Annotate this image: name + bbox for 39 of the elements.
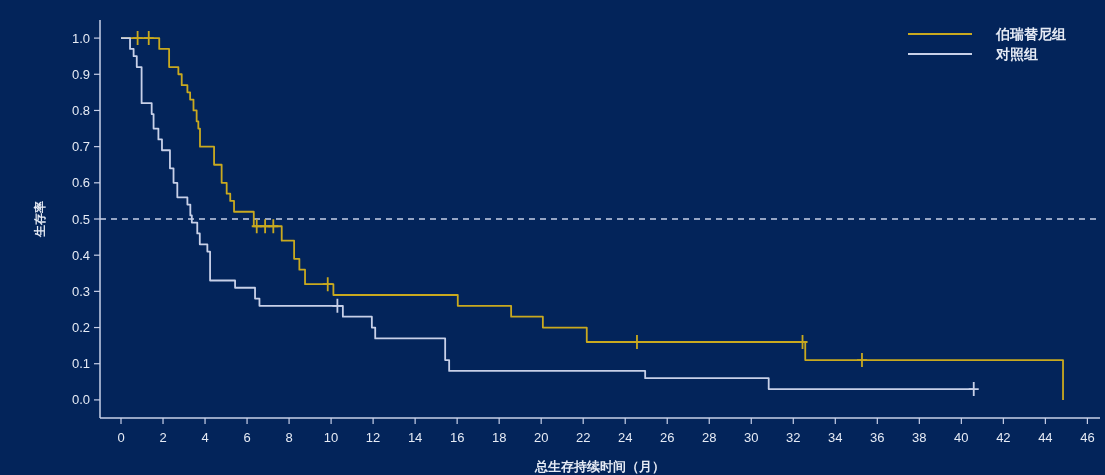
- x-tick-label: 44: [1038, 430, 1053, 445]
- x-tick-label: 14: [407, 430, 423, 445]
- x-tick-label: 6: [243, 430, 251, 445]
- y-tick-label: 0.7: [71, 139, 90, 155]
- x-tick-label: 20: [533, 430, 549, 445]
- y-tick-label: 0.9: [71, 66, 90, 82]
- x-tick-label: 2: [159, 430, 167, 445]
- x-tick-label: 42: [996, 430, 1011, 445]
- x-tick-label: 24: [617, 430, 633, 445]
- legend-label: 对照组: [995, 46, 1038, 62]
- x-tick-label: 40: [954, 430, 969, 445]
- x-tick-label: 36: [870, 430, 885, 445]
- x-tick-label: 12: [365, 430, 381, 445]
- x-tick-label: 26: [659, 430, 675, 445]
- y-tick-label: 0.2: [71, 320, 90, 336]
- x-tick-label: 22: [575, 430, 591, 445]
- y-tick-label: 0.4: [71, 247, 90, 263]
- x-tick-label: 8: [285, 430, 293, 445]
- y-tick-label: 0.3: [71, 283, 90, 299]
- x-tick-label: 38: [912, 430, 927, 445]
- x-tick-label: 34: [828, 430, 843, 445]
- y-tick-label: 0.8: [71, 102, 90, 118]
- x-tick-label: 10: [323, 430, 339, 445]
- y-tick-label: 0.6: [71, 175, 90, 191]
- x-tick-label: 28: [702, 430, 717, 445]
- x-axis-title: 总生存持续时间（月）: [534, 459, 665, 474]
- x-tick-label: 18: [491, 430, 507, 445]
- y-tick-label: 0.5: [71, 211, 90, 227]
- y-tick-label: 0.1: [71, 356, 90, 372]
- y-tick-label: 0.0: [71, 392, 90, 408]
- y-tick-label: 1.0: [71, 30, 90, 46]
- x-tick-label: 4: [201, 430, 209, 445]
- x-tick-label: 0: [117, 430, 125, 445]
- legend-label: 伯瑞替尼组: [995, 26, 1066, 42]
- x-tick-label: 32: [786, 430, 801, 445]
- x-tick-label: 16: [449, 430, 465, 445]
- x-tick-label: 46: [1080, 430, 1095, 445]
- y-axis-title: 生存率: [33, 201, 47, 238]
- x-tick-label: 30: [744, 430, 759, 445]
